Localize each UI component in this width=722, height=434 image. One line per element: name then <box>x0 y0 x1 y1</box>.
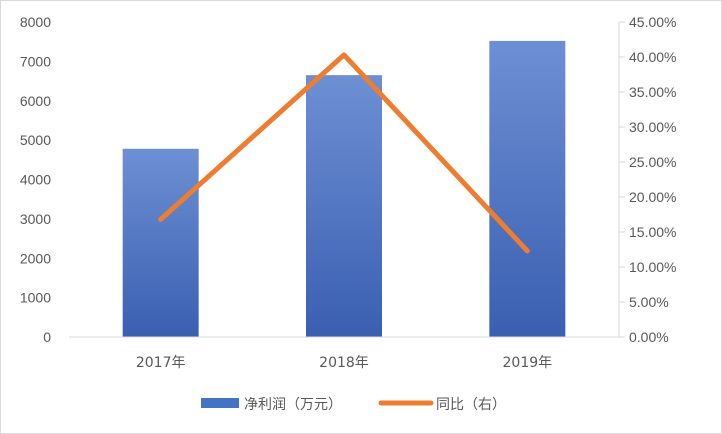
y-right-tick-label: 15.00% <box>629 224 676 240</box>
y-left-tick-label: 4000 <box>20 172 51 188</box>
y-left-tick-label: 7000 <box>20 53 51 69</box>
y-right-tick-label: 0.00% <box>629 329 669 345</box>
bar <box>306 75 382 337</box>
y-axis-left: 0 1000 2000 3000 4000 5000 6000 7000 8000 <box>20 14 51 345</box>
y-left-tick-label: 1000 <box>20 290 51 306</box>
legend-label-bar: 净利润（万元） <box>244 397 342 413</box>
y-left-tick-label: 8000 <box>20 14 51 30</box>
y-right-tick-label: 25.00% <box>629 154 676 170</box>
x-category-label: 2019年 <box>503 355 553 371</box>
y-right-tick-label: 5.00% <box>629 294 669 310</box>
y-left-tick-label: 0 <box>43 329 51 345</box>
legend: 净利润（万元） 同比（右） <box>201 397 506 413</box>
legend-label-line: 同比（右） <box>436 397 506 413</box>
y-right-tick-label: 10.00% <box>629 259 676 275</box>
y-right-tick-label: 20.00% <box>629 189 676 205</box>
y-left-tick-label: 3000 <box>20 211 51 227</box>
y-left-tick-label: 6000 <box>20 93 51 109</box>
bar <box>489 40 566 338</box>
bar-series <box>122 40 566 338</box>
legend-swatch-bar <box>201 398 239 408</box>
y-left-tick-label: 2000 <box>20 250 51 266</box>
x-category-label: 2017年 <box>136 355 186 371</box>
line-series <box>158 52 530 254</box>
y-right-tick-label: 45.00% <box>629 14 676 30</box>
y-left-tick-label: 5000 <box>20 132 51 148</box>
x-category-label: 2018年 <box>319 355 369 371</box>
y-right-tick-label: 30.00% <box>629 119 676 135</box>
x-axis-categories: 2017年 2018年 2019年 <box>136 355 552 371</box>
bar <box>122 148 199 337</box>
y-axis-right: 0.00% 5.00% 10.00% 15.00% 20.00% 25.00% 30.00%… <box>619 14 676 345</box>
y-right-tick-label: 35.00% <box>629 84 676 100</box>
y-right-tick-label: 40.00% <box>629 49 676 65</box>
